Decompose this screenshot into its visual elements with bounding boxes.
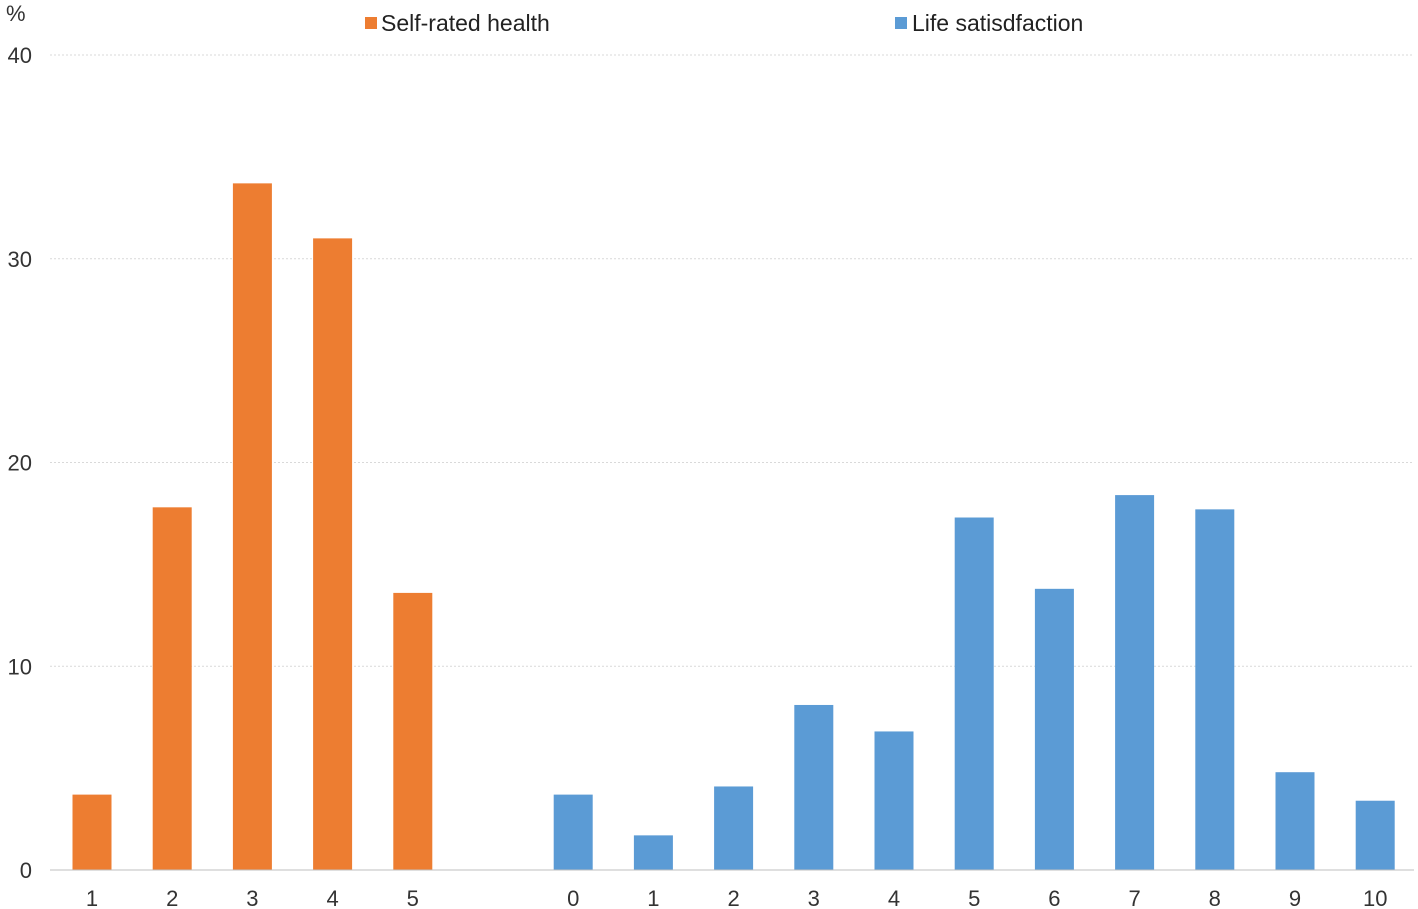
x-tick-label-life-satisfaction-4: 4 — [888, 886, 900, 909]
bar-self-rated-health-3 — [232, 183, 272, 871]
bar-life-satisfaction-2 — [714, 786, 754, 870]
x-tick-label-self-rated-health-3: 3 — [246, 886, 258, 909]
bar-life-satisfaction-9 — [1275, 772, 1315, 870]
y-tick-label-20: 20 — [8, 451, 32, 476]
x-tick-label-life-satisfaction-9: 9 — [1289, 886, 1301, 909]
x-tick-label-life-satisfaction-8: 8 — [1209, 886, 1221, 909]
bar-self-rated-health-4 — [313, 238, 353, 870]
bar-life-satisfaction-6 — [1034, 588, 1074, 870]
bar-life-satisfaction-10 — [1355, 800, 1395, 870]
bar-self-rated-health-1 — [72, 794, 112, 870]
bar-life-satisfaction-0 — [553, 794, 593, 870]
legend-swatch-life-satisfaction — [895, 17, 907, 29]
legend-swatch-self-rated-health — [365, 17, 377, 29]
x-tick-label-self-rated-health-5: 5 — [407, 886, 419, 909]
axes: 0 10 20 30 40 1 2 3 4 5 0 1 2 3 4 5 6 7 8 9 10 — [8, 43, 1414, 909]
bar-self-rated-health-5 — [393, 592, 433, 870]
gridlines — [50, 54, 1414, 667]
x-tick-label-life-satisfaction-1: 1 — [647, 886, 659, 909]
y-tick-label-40: 40 — [8, 43, 32, 68]
legend-label-life-satisfaction: Life satisdfaction — [912, 10, 1083, 36]
x-tick-label-life-satisfaction-7: 7 — [1128, 886, 1140, 909]
y-tick-label-30: 30 — [8, 247, 32, 272]
bar-life-satisfaction-5 — [954, 517, 994, 870]
y-tick-label-0: 0 — [20, 858, 32, 883]
bar-life-satisfaction-7 — [1115, 495, 1155, 870]
y-tick-label-10: 10 — [8, 654, 32, 679]
legend: Self-rated health Life satisdfaction — [365, 10, 1083, 36]
bar-life-satisfaction-3 — [794, 704, 834, 870]
bar-life-satisfaction-4 — [874, 731, 914, 870]
bar-life-satisfaction-8 — [1195, 509, 1235, 870]
x-tick-label-life-satisfaction-3: 3 — [808, 886, 820, 909]
x-tick-label-life-satisfaction-2: 2 — [727, 886, 739, 909]
bar-life-satisfaction-1 — [633, 835, 673, 870]
x-tick-label-self-rated-health-1: 1 — [86, 886, 98, 909]
x-tick-label-life-satisfaction-5: 5 — [968, 886, 980, 909]
legend-label-self-rated-health: Self-rated health — [381, 10, 550, 36]
x-tick-label-life-satisfaction-10: 10 — [1363, 886, 1387, 909]
bar-self-rated-health-2 — [152, 507, 192, 870]
x-tick-label-life-satisfaction-6: 6 — [1048, 886, 1060, 909]
x-tick-label-self-rated-health-2: 2 — [166, 886, 178, 909]
x-tick-label-life-satisfaction-0: 0 — [567, 886, 579, 909]
bars — [72, 183, 1395, 871]
y-axis-unit-label: % — [6, 1, 26, 26]
x-tick-label-self-rated-health-4: 4 — [326, 886, 338, 909]
